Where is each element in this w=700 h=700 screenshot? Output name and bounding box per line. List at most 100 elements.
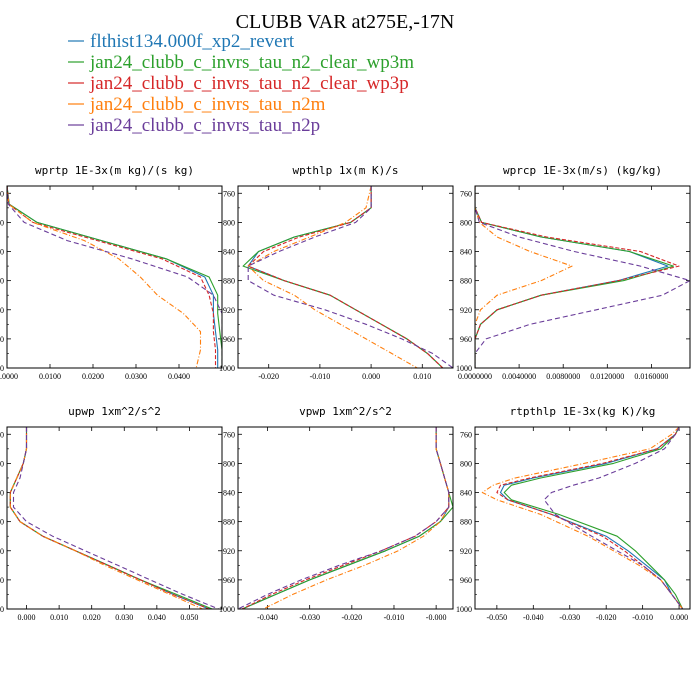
- y-tick-label: 760: [223, 189, 235, 198]
- panel: rtpthlp 1E-3x(kg K)/kg 760 800 840 880 920 960…: [456, 405, 691, 622]
- y-tick-label: 960: [460, 576, 472, 585]
- x-tick-label: -0.040: [257, 613, 278, 622]
- y-tick-label: 1000: [456, 605, 472, 614]
- series-line: [238, 427, 450, 609]
- series-line: [475, 186, 680, 368]
- panel-title: vpwp 1xm^2/s^2: [299, 405, 392, 418]
- x-tick-label: 0.0000: [0, 372, 18, 381]
- panel: vpwp 1xm^2/s^2 760 800 840 880 920 960 1000 -0.0…: [219, 405, 454, 622]
- plot-frame: [6, 185, 223, 369]
- y-tick-label: 960: [0, 335, 4, 344]
- y-tick-label: 760: [0, 189, 4, 198]
- y-tick-label: 1000: [0, 364, 4, 373]
- y-tick-label: 920: [223, 306, 235, 315]
- series-line: [481, 427, 684, 609]
- series-line: [7, 186, 217, 368]
- y-tick-label: 760: [0, 430, 4, 439]
- panel: upwp 1xm^2/s^2 760 800 840 880 920 960 1000 0.00…: [0, 405, 223, 622]
- series-line: [247, 186, 453, 368]
- y-tick-label: 880: [223, 518, 235, 527]
- y-tick-label: 1000: [0, 605, 4, 614]
- y-tick-label: 800: [460, 218, 472, 227]
- series-line: [499, 427, 684, 609]
- panel-title: wprtp 1E-3x(m kg)/(s kg): [35, 164, 194, 177]
- x-tick-label: 0.020: [83, 613, 101, 622]
- y-tick-label: 840: [460, 489, 472, 498]
- series-line: [475, 186, 690, 368]
- series-line: [475, 186, 669, 368]
- legend-entry: jan24_clubb_c_invrs_tau_n2_clear_wp3p: [89, 73, 409, 94]
- x-tick-label: -0.010: [632, 613, 653, 622]
- x-tick-label: 0.0080000: [546, 372, 580, 381]
- x-tick-label: 0.0100: [39, 372, 61, 381]
- series-line: [9, 427, 210, 609]
- x-tick-label: -0.020: [596, 613, 617, 622]
- panel-title: rtpthlp 1E-3x(kg K)/kg: [510, 405, 656, 418]
- series-line: [503, 427, 684, 609]
- panel: wpthlp 1x(m K)/s 760 800 840 880 920 960 1000 -0…: [219, 164, 454, 381]
- legend-entry: jan24_clubb_c_invrs_tau_n2_clear_wp3m: [89, 52, 414, 73]
- y-tick-label: 880: [460, 518, 472, 527]
- x-tick-label: -0.040: [523, 613, 544, 622]
- series-line: [475, 186, 573, 368]
- y-tick-label: 880: [0, 518, 4, 527]
- legend-entry: flthist134.000f_xp2_revert: [90, 31, 295, 52]
- series-line: [263, 427, 450, 609]
- x-tick-label: -0.030: [299, 613, 320, 622]
- x-tick-label: 0.000: [362, 372, 380, 381]
- x-tick-label: 0.010: [413, 372, 431, 381]
- series-line: [475, 186, 675, 368]
- y-tick-label: 800: [223, 218, 235, 227]
- y-tick-label: 960: [460, 335, 472, 344]
- y-tick-label: 960: [223, 576, 235, 585]
- series-line: [247, 186, 444, 368]
- legend-entry: jan24_clubb_c_invrs_tau_n2p: [89, 115, 320, 136]
- y-tick-label: 760: [460, 189, 472, 198]
- x-tick-label: -0.010: [384, 613, 405, 622]
- x-tick-label: -0.000: [426, 613, 447, 622]
- y-tick-label: 960: [223, 335, 235, 344]
- series-line: [9, 427, 210, 609]
- plot-frame: [474, 185, 691, 369]
- series-line: [7, 186, 202, 368]
- x-tick-label: -0.010: [310, 372, 331, 381]
- y-tick-label: 920: [0, 306, 4, 315]
- series-line: [241, 427, 450, 609]
- x-tick-label: 0.030: [115, 613, 133, 622]
- x-tick-label: -0.050: [487, 613, 508, 622]
- y-tick-label: 760: [223, 430, 235, 439]
- panels: wprtp 1E-3x(m kg)/(s kg) 760 800 840 880 920 9…: [0, 164, 691, 622]
- y-tick-label: 840: [223, 489, 235, 498]
- plot-frame: [474, 426, 691, 610]
- x-tick-label: 0.0400: [168, 372, 190, 381]
- y-tick-label: 1000: [219, 605, 235, 614]
- figure-title: CLUBB VAR at275E,-17N: [236, 11, 455, 33]
- y-tick-label: 760: [460, 430, 472, 439]
- plot-frame: [237, 426, 454, 610]
- series-line: [241, 427, 453, 609]
- series-line: [7, 186, 219, 368]
- x-tick-label: 0.040: [148, 613, 166, 622]
- x-tick-label: 0.0000000: [458, 372, 492, 381]
- series-line: [12, 427, 219, 609]
- series-line: [496, 427, 684, 609]
- series-line: [7, 186, 222, 368]
- y-tick-label: 840: [460, 248, 472, 257]
- x-tick-label: 0.0120000: [590, 372, 624, 381]
- y-tick-label: 800: [0, 218, 4, 227]
- y-tick-label: 880: [223, 277, 235, 286]
- series-line: [241, 427, 450, 609]
- x-tick-label: -0.030: [559, 613, 580, 622]
- x-tick-label: 0.0160000: [634, 372, 668, 381]
- x-tick-label: 0.010: [50, 613, 68, 622]
- series-line: [242, 186, 444, 368]
- y-tick-label: 960: [0, 576, 4, 585]
- x-tick-label: 0.0040000: [502, 372, 536, 381]
- y-tick-label: 920: [223, 547, 235, 556]
- series-line: [247, 186, 444, 368]
- legend: flthist134.000f_xp2_revertjan24_clubb_c_…: [68, 31, 414, 136]
- x-tick-label: 0.0200: [82, 372, 104, 381]
- y-tick-label: 880: [0, 277, 4, 286]
- panel: wprcp 1E-3x(m/s) (kg/kg) 760 800 840 880 920 9…: [456, 164, 691, 381]
